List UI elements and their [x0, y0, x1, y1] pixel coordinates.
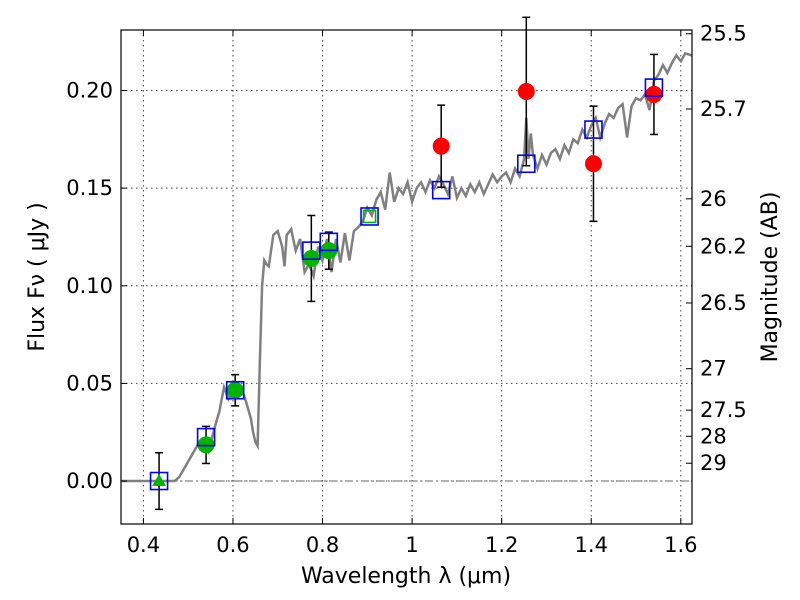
data-point	[432, 137, 450, 155]
model-flux-marker	[362, 209, 377, 224]
model-flux-marker	[360, 207, 379, 226]
y-tick-label: 0.05	[66, 371, 113, 395]
y2-axis-ticks: 25.5 25.7 26 26.2 26.5 27 27.528 29	[686, 22, 747, 475]
model-flux-marker	[584, 120, 603, 139]
y2-tick-label: 25.5	[700, 22, 747, 46]
y2-tick-label: 26	[700, 187, 727, 211]
model-flux-marker	[431, 180, 451, 200]
model-flux-marker	[196, 427, 216, 447]
model-flux-marker	[516, 154, 536, 174]
x-tick-label: 1	[405, 533, 418, 557]
error-bars	[155, 16, 658, 511]
x-tick-label: 1.2	[485, 533, 518, 557]
x-axis-ticks: 0.4 0.6 0.8 1 1.2 1.4 1.6	[127, 30, 698, 557]
x-tick-label: 0.8	[306, 533, 339, 557]
x-tick-label: 1.6	[664, 533, 697, 557]
y2-tick-label: 28	[700, 424, 727, 448]
y2-tick-label: 26.5	[700, 291, 747, 315]
y2-tick-label: 25.7	[700, 97, 747, 121]
x-tick-label: 0.6	[216, 533, 249, 557]
model-sed-line	[121, 51, 693, 483]
x-axis-label: Wavelength λ (μm)	[301, 564, 511, 589]
y-axis-label: Flux Fν ( μJy )	[25, 202, 50, 351]
data-markers	[149, 78, 664, 491]
y-tick-label: 0.00	[66, 469, 113, 493]
y2-tick-label: 26.2	[700, 234, 747, 258]
data-point	[645, 85, 663, 103]
x-tick-label: 1.4	[575, 533, 608, 557]
model-flux-marker	[319, 232, 339, 252]
x-tick-label: 0.4	[127, 533, 160, 557]
model-flux-marker	[225, 380, 245, 400]
y-tick-label: 0.15	[66, 176, 113, 200]
y2-tick-label: 29	[700, 451, 727, 475]
data-point	[584, 155, 602, 173]
upper-limit-marker	[152, 474, 167, 487]
plot-frame	[120, 29, 693, 525]
model-flux-marker	[149, 471, 169, 491]
y-tick-label: 0.10	[66, 274, 113, 298]
y2-tick-label: 27.5	[700, 398, 747, 422]
y2-tick-label: 27	[700, 357, 727, 381]
data-point	[226, 381, 244, 399]
model-flux-marker	[644, 78, 664, 97]
y2-axis-label: Magnitude (AB)	[758, 192, 783, 363]
y-axis-ticks: 0.00 0.05 0.10 0.15 0.20	[66, 79, 127, 493]
data-point	[517, 83, 535, 101]
y-tick-label: 0.20	[66, 79, 113, 103]
